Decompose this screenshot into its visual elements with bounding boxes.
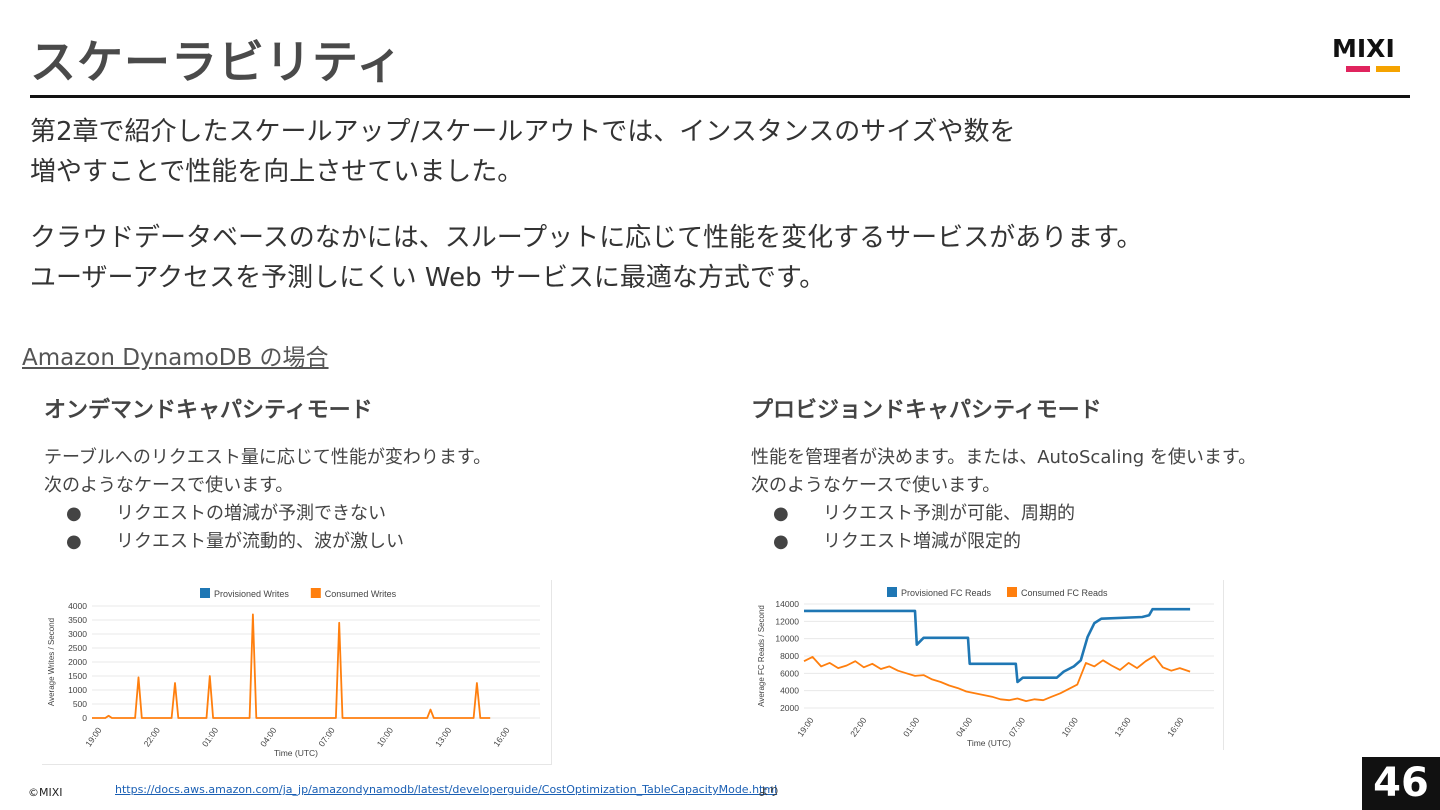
provisioned-title: プロビジョンドキャパシティモード: [751, 398, 1102, 423]
intro-p1-line2: 増やすことで性能を向上させていました。: [30, 157, 524, 187]
y-tick-label: 10000: [775, 634, 799, 644]
on-demand-chart: Provisioned Writes Consumed Writes 0 500 100…: [42, 580, 552, 765]
x-tick-label: 22:00: [142, 725, 163, 748]
bullet-dot: ●: [773, 531, 789, 552]
bullet-text: リクエスト予測が可能、周期的: [823, 503, 1075, 524]
y-tick-label: 8000: [780, 651, 799, 661]
y-tick-label: 14000: [775, 599, 799, 609]
x-tick-label: 04:00: [954, 715, 975, 738]
intro-p2-line2: ユーザーアクセスを予測しにくい Web サービスに最適な方式です。: [30, 263, 826, 293]
bullet-text: リクエストの増減が予測できない: [116, 503, 386, 524]
source-url-suffix: より: [758, 785, 780, 798]
x-tick-label: 10:00: [375, 725, 396, 748]
x-tick-label: 07:00: [316, 725, 337, 748]
bullet-text: リクエスト増減が限定的: [823, 531, 1021, 552]
x-tick-label: 13:00: [433, 725, 454, 748]
legend-swatch: [887, 587, 897, 597]
x-axis-label: Time (UTC): [274, 748, 318, 758]
on-demand-line2: 次のようなケースで使います。: [44, 475, 294, 496]
title-divider: [30, 95, 1410, 98]
bullet-dot: ●: [66, 531, 82, 552]
list-item: ● リクエスト予測が可能、周期的: [751, 500, 1391, 528]
bullet-text: リクエスト量が流動的、波が激しい: [116, 531, 404, 552]
logo-bars: [1346, 66, 1400, 72]
x-tick-label: 04:00: [258, 725, 279, 748]
list-item: ● リクエスト増減が限定的: [751, 528, 1391, 556]
y-tick-label: 6000: [780, 668, 799, 678]
legend-swatch: [310, 588, 321, 598]
intro-paragraph-2: クラウドデータベースのなかには、スループットに応じて性能を変化するサービスがあり…: [30, 218, 1143, 298]
y-tick-label: 3500: [68, 615, 87, 625]
bullet-dot: ●: [66, 503, 82, 524]
y-tick-label: 2000: [68, 657, 87, 667]
provisioned-chart: Provisioned FC Reads Consumed FC Reads 200…: [752, 580, 1224, 750]
series-line: [92, 613, 491, 719]
series-line: [803, 655, 1191, 702]
y-tick-label: 500: [73, 699, 87, 709]
on-demand-line1: テーブルへのリクエスト量に応じて性能が変わります。: [44, 447, 492, 468]
provisioned-bullets: ● リクエスト予測が可能、周期的 ● リクエスト増減が限定的: [751, 500, 1391, 556]
on-demand-chart-svg: Provisioned Writes Consumed Writes 0 500 100…: [47, 588, 540, 758]
source-url-link[interactable]: https://docs.aws.amazon.com/ja_jp/amazon…: [115, 783, 778, 796]
legend-swatch: [1007, 587, 1017, 597]
x-tick-label: 22:00: [848, 715, 869, 738]
slide-title: スケーラビリティ: [30, 35, 404, 89]
intro-p1-line1: 第2章で紹介したスケールアップ/スケールアウトでは、インスタンスのサイズや数を: [30, 117, 1016, 147]
y-tick-label: 2500: [68, 643, 87, 653]
x-tick-label: 19:00: [83, 725, 104, 748]
x-tick-label: 01:00: [901, 715, 922, 738]
y-axis-label: Average Writes / Second: [47, 618, 56, 706]
provisioned-chart-svg: Provisioned FC Reads Consumed FC Reads 200…: [757, 587, 1214, 748]
logo-pink-bar: [1346, 66, 1370, 72]
provisioned-column: プロビジョンドキャパシティモード 性能を管理者が決めます。または、AutoSca…: [751, 392, 1391, 556]
x-tick-label: 16:00: [491, 725, 512, 748]
mixi-logo: MIXI: [1332, 36, 1412, 76]
y-tick-label: 12000: [775, 616, 799, 626]
logo-orange-bar: [1376, 66, 1400, 72]
x-axis-label: Time (UTC): [967, 738, 1011, 748]
dynamodb-section-link[interactable]: Amazon DynamoDB の場合: [22, 345, 329, 371]
x-tick-label: 01:00: [200, 725, 221, 748]
legend-label: Provisioned Writes: [214, 589, 289, 599]
x-tick-label: 16:00: [1165, 715, 1186, 738]
copyright: ©MIXI: [28, 786, 63, 799]
list-item: ● リクエストの増減が予測できない: [44, 500, 684, 528]
y-tick-label: 2000: [780, 703, 799, 713]
x-tick-label: 10:00: [1060, 715, 1081, 738]
provisioned-line1: 性能を管理者が決めます。または、AutoScaling を使います。: [751, 447, 1257, 468]
x-tick-label: 13:00: [1112, 715, 1133, 738]
y-axis-label: Average FC Reads / Second: [757, 605, 766, 707]
y-tick-label: 4000: [780, 686, 799, 696]
y-tick-label: 1000: [68, 685, 87, 695]
x-tick-label: 07:00: [1007, 715, 1028, 738]
bullet-dot: ●: [773, 503, 789, 524]
series-line: [804, 607, 1191, 684]
page-number: 46: [1362, 757, 1440, 810]
y-tick-label: 3000: [68, 629, 87, 639]
intro-p2-line1: クラウドデータベースのなかには、スループットに応じて性能を変化するサービスがあり…: [30, 223, 1143, 253]
on-demand-bullets: ● リクエストの増減が予測できない ● リクエスト量が流動的、波が激しい: [44, 500, 684, 556]
intro-paragraph-1: 第2章で紹介したスケールアップ/スケールアウトでは、インスタンスのサイズや数を …: [30, 112, 1015, 192]
legend-label: Consumed FC Reads: [1021, 588, 1108, 598]
legend-label: Provisioned FC Reads: [901, 588, 992, 598]
y-tick-label: 1500: [68, 671, 87, 681]
on-demand-title: オンデマンドキャパシティモード: [44, 398, 373, 423]
x-tick-label: 19:00: [795, 715, 816, 738]
legend-label: Consumed Writes: [325, 589, 397, 599]
y-tick-label: 4000: [68, 601, 87, 611]
y-tick-label: 0: [82, 713, 87, 723]
logo-text: MIXI: [1332, 34, 1395, 63]
on-demand-column: オンデマンドキャパシティモード テーブルへのリクエスト量に応じて性能が変わります…: [44, 392, 684, 556]
legend-swatch: [200, 588, 210, 598]
provisioned-line2: 次のようなケースで使います。: [751, 475, 1001, 496]
list-item: ● リクエスト量が流動的、波が激しい: [44, 528, 684, 556]
